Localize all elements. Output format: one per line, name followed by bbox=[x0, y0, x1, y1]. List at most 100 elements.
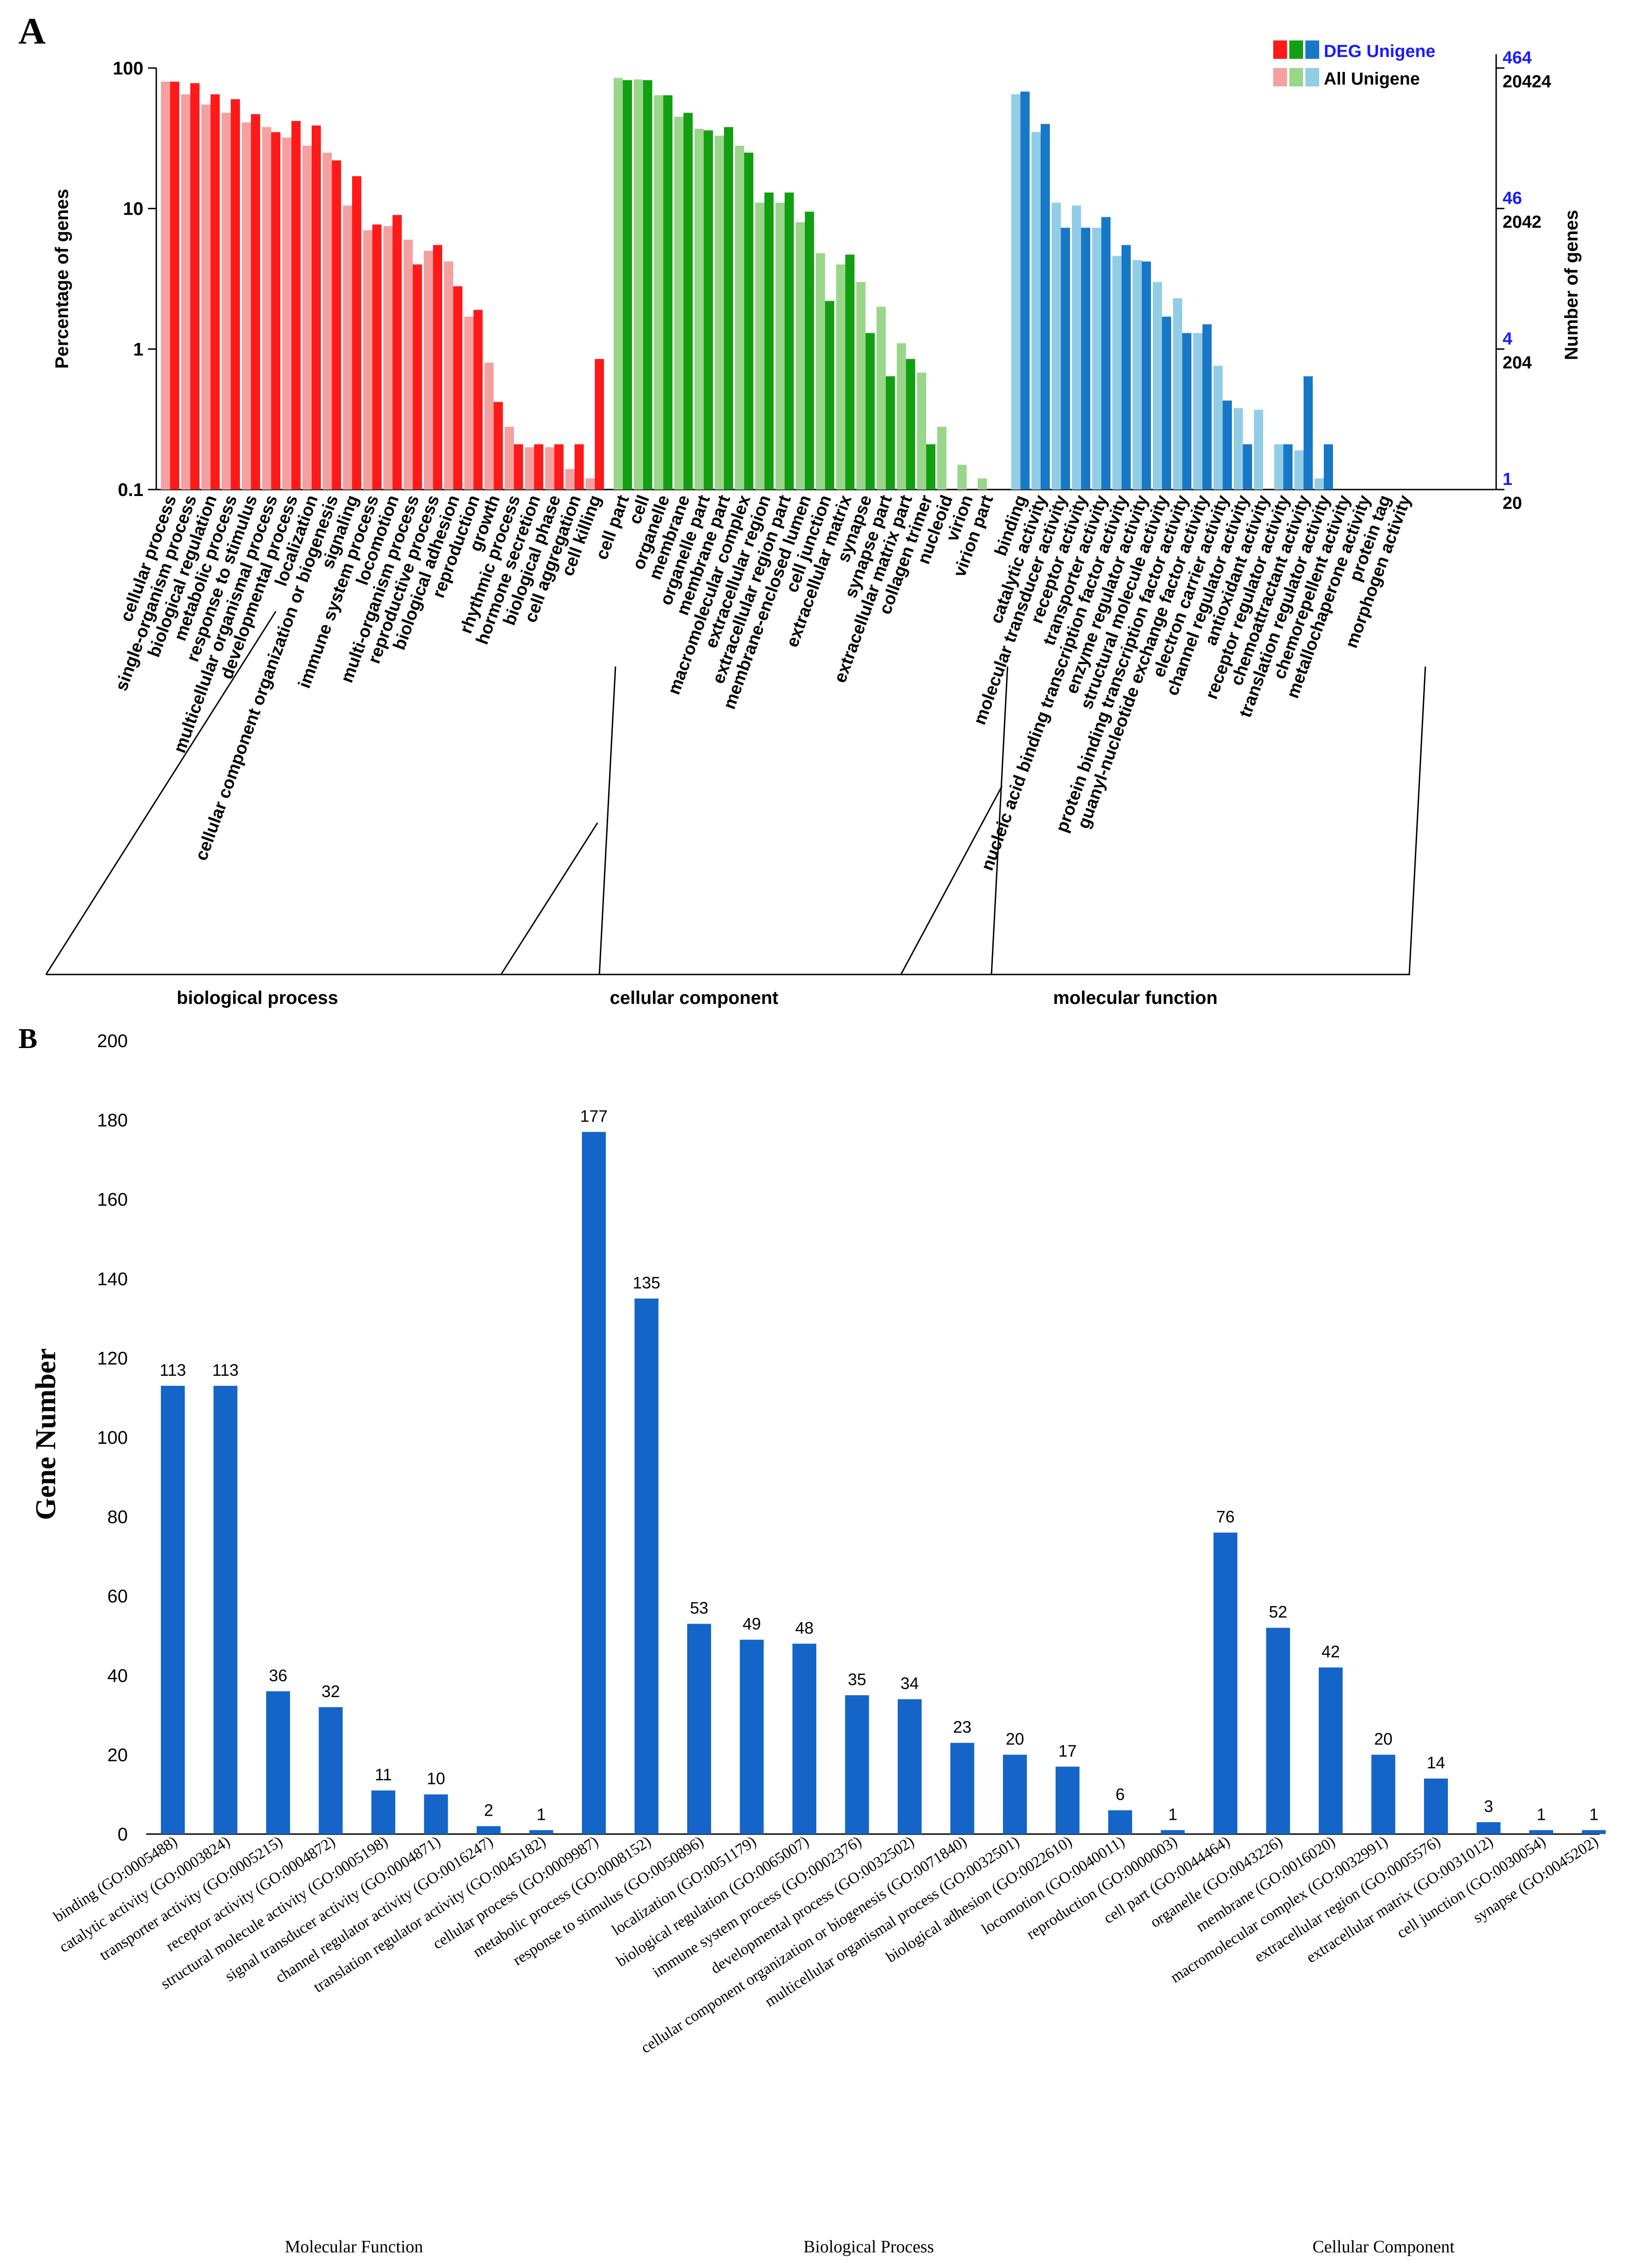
bar-locomotion-go-0040011 bbox=[1108, 1810, 1132, 1834]
bar-value-label: 1 bbox=[1589, 1805, 1598, 1824]
bar-deg-reproduction bbox=[473, 310, 483, 490]
bar-membrane-go-0016020 bbox=[1319, 1667, 1343, 1834]
bar-deg-guanyl-nucleotide-exchange-factor-activity bbox=[1202, 324, 1212, 490]
bar-deg-membrane-part bbox=[724, 127, 733, 490]
bar-deg-cellular-component-organization-or-biogenesis bbox=[332, 160, 341, 490]
bar-catalytic-activity-go-0003824 bbox=[213, 1385, 238, 1834]
bar-cell-junction-go-0030054 bbox=[1529, 1830, 1553, 1834]
bar-value-label: 1 bbox=[1168, 1805, 1177, 1824]
bar-all-nucleic-acid-binding-transcription-factor-activity bbox=[1112, 256, 1122, 490]
panel-b-ytick-label: 160 bbox=[97, 1190, 128, 1210]
bar-deg-receptor-regulator-activity bbox=[1283, 444, 1293, 490]
bar-all-binding bbox=[1011, 94, 1020, 490]
bar-all-collagen-trimer bbox=[917, 372, 926, 490]
panel-b-ylabel: Gene Number bbox=[30, 1348, 62, 1520]
legend-swatch-deg-cc bbox=[1289, 40, 1303, 59]
bar-cellular-component-organization-or-biogenesis-go-0071840 bbox=[950, 1743, 974, 1834]
bar-deg-immune-system-process bbox=[372, 224, 382, 490]
bar-value-label: 17 bbox=[1058, 1741, 1077, 1760]
bar-all-extracellular-region bbox=[755, 203, 764, 490]
bar-all-protein-binding-transcription-factor-activity bbox=[1173, 298, 1182, 490]
bar-value-label: 177 bbox=[580, 1106, 608, 1125]
bar-deg-cell-killing bbox=[595, 359, 604, 490]
bar-all-organelle-part bbox=[695, 128, 704, 490]
bar-deg-synapse-part bbox=[886, 376, 895, 490]
bar-deg-developmental-process bbox=[291, 121, 301, 490]
bar-value-label: 6 bbox=[1116, 1785, 1125, 1804]
bar-all-transporter-activity bbox=[1092, 228, 1101, 490]
bar-all-multi-organism-process bbox=[404, 239, 413, 490]
bar-all-localization bbox=[302, 145, 312, 490]
legend-label-deg: DEG Unigene bbox=[1324, 42, 1435, 61]
bar-biological-adhesion-go-0022610 bbox=[1055, 1767, 1080, 1834]
bar-value-label: 3 bbox=[1484, 1797, 1493, 1816]
bar-all-organelle bbox=[654, 95, 663, 490]
bar-deg-metabolic-process bbox=[231, 99, 240, 490]
panel-b-group-labels: Molecular Function Biological Process Cell… bbox=[285, 2237, 1455, 2257]
bar-deg-rhythmic-process bbox=[514, 444, 523, 490]
bar-deg-response-to-stimulus bbox=[251, 114, 260, 490]
bar-all-catalytic-activity bbox=[1031, 132, 1041, 490]
panel-b-label: B bbox=[18, 1023, 37, 1054]
panel-b-ytick-label: 180 bbox=[97, 1111, 128, 1131]
bar-all-membrane-enclosed-lumen bbox=[796, 222, 805, 490]
bar-all-guanyl-nucleotide-exchange-factor-activity bbox=[1193, 333, 1202, 490]
bar-deg-growth bbox=[494, 402, 503, 490]
bar-all-cell-part bbox=[614, 78, 623, 490]
bar-signal-transducer-activity-go-0004871 bbox=[424, 1794, 448, 1834]
bar-all-extracellular-matrix-part bbox=[897, 343, 906, 490]
bar-value-label: 113 bbox=[159, 1361, 186, 1379]
bar-all-developmental-process bbox=[282, 137, 291, 490]
bar-value-label: 20 bbox=[1006, 1729, 1024, 1748]
panel-b-category-labels: binding (GO:0005488)catalytic activity (… bbox=[51, 1833, 1601, 2057]
bar-all-macromolecular-complex bbox=[735, 145, 744, 490]
legend-swatch-all-bp bbox=[1273, 68, 1287, 86]
group-label-cellular-component: Cellular Component bbox=[1312, 2237, 1455, 2257]
bar-deg-extracellular-matrix-part bbox=[906, 359, 915, 490]
bar-value-label: 2 bbox=[484, 1801, 493, 1820]
bar-deg-cell-part bbox=[623, 80, 632, 490]
bar-deg-transporter-activity bbox=[1101, 217, 1111, 490]
bar-deg-macromolecular-complex bbox=[744, 153, 753, 490]
bar-all-extracellular-matrix bbox=[836, 264, 845, 490]
bar-value-label: 11 bbox=[375, 1765, 392, 1784]
bar-all-cell-junction bbox=[816, 253, 825, 490]
panel-a-right-tick-deg: 4 bbox=[1503, 329, 1512, 348]
bar-deg-structural-molecule-activity bbox=[1162, 316, 1171, 490]
bar-deg-biological-phase bbox=[554, 444, 564, 490]
bar-deg-electron-carrier-activity bbox=[1223, 400, 1232, 490]
bar-all-enzyme-regulator-activity bbox=[1133, 260, 1142, 490]
group-bracket-edge bbox=[45, 611, 277, 975]
bar-value-label: 135 bbox=[632, 1273, 660, 1292]
panel-a-right-tick-all: 2042 bbox=[1503, 213, 1542, 232]
legend-swatch-deg-mf bbox=[1305, 40, 1319, 59]
bar-all-biological-regulation bbox=[201, 104, 211, 490]
group-label-biological-process: biological process bbox=[177, 988, 338, 1008]
bar-all-single-organism-process bbox=[181, 94, 190, 490]
bar-immune-system-process-go-0002376 bbox=[845, 1695, 869, 1834]
bar-all-multicellular-organismal-process bbox=[262, 127, 271, 490]
bar-all-rhythmic-process bbox=[505, 427, 514, 490]
bar-value-label: 1 bbox=[1537, 1805, 1546, 1824]
group-label-cellular-component: cellular component bbox=[610, 988, 779, 1008]
bar-value-label: 35 bbox=[848, 1670, 866, 1689]
group-bracket-molecular-function bbox=[901, 666, 1426, 975]
bar-deg-biological-regulation bbox=[211, 94, 220, 490]
bar-all-response-to-stimulus bbox=[242, 122, 251, 490]
panel-a-right-tick-deg: 464 bbox=[1503, 48, 1532, 68]
legend-label-all: All Unigene bbox=[1324, 69, 1420, 89]
bar-value-label: 14 bbox=[1427, 1753, 1445, 1772]
bar-deg-localization bbox=[312, 125, 321, 490]
bar-value-label: 1 bbox=[536, 1805, 546, 1824]
panel-b-ytick-label: 100 bbox=[97, 1428, 128, 1448]
legend-swatch-all-cc bbox=[1289, 68, 1303, 86]
panel-a-right-tick-deg: 46 bbox=[1503, 189, 1522, 208]
bar-transporter-activity-go-0005215 bbox=[266, 1691, 290, 1834]
bar-deg-receptor-activity bbox=[1081, 228, 1090, 490]
bar-structural-molecule-activity-go-0005198 bbox=[371, 1790, 395, 1834]
bar-deg-signaling bbox=[352, 176, 361, 490]
panel-a-ylabel-right: Number of genes bbox=[1561, 210, 1582, 360]
bar-all-growth bbox=[484, 362, 494, 490]
